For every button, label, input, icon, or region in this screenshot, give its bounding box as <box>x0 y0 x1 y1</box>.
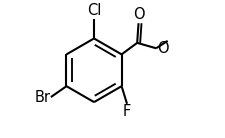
Text: F: F <box>122 104 130 120</box>
Text: Br: Br <box>34 90 50 104</box>
Text: O: O <box>157 41 168 55</box>
Text: O: O <box>132 7 144 22</box>
Text: Cl: Cl <box>86 3 101 18</box>
